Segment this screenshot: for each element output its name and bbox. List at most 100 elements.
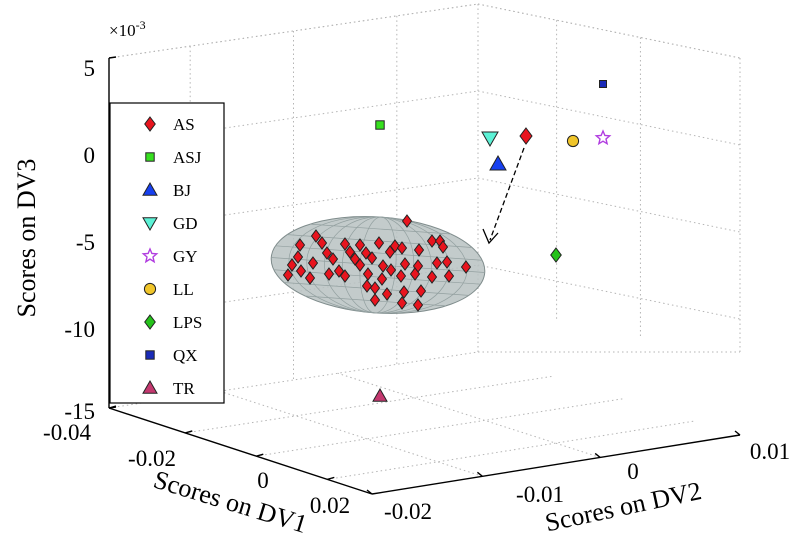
as-sample-point xyxy=(333,264,345,278)
point-asj xyxy=(375,120,385,130)
grid-floor-x-1 xyxy=(256,397,625,457)
as-sample-point xyxy=(396,241,408,255)
legend-asj-icon xyxy=(145,152,155,162)
point-bj xyxy=(489,154,507,171)
grid-z-right-0 xyxy=(477,3,741,59)
point-qx xyxy=(599,80,607,88)
point-ll xyxy=(566,134,580,148)
as-sample-point xyxy=(460,260,472,274)
grid-floor-y-1 xyxy=(337,372,601,458)
y-axis-label: Scores on DV2 xyxy=(543,476,704,537)
as-sample-point xyxy=(344,245,356,259)
legend-gd-icon xyxy=(142,217,158,232)
as-sample-point xyxy=(361,279,373,293)
as-sample-point xyxy=(323,267,335,281)
grid-z-right-3 xyxy=(477,264,741,320)
legend-tr-label: TR xyxy=(173,379,195,398)
legend-as-label: AS xyxy=(173,115,195,134)
legend-lps-icon xyxy=(144,314,156,330)
as-sample-point xyxy=(321,246,333,260)
as-sample-point xyxy=(366,251,378,265)
as-sample-point xyxy=(441,255,453,269)
x-tick-label: 0 xyxy=(257,468,269,493)
y-tick-2 xyxy=(594,452,601,458)
legend-box xyxy=(109,102,225,404)
as-sample-point xyxy=(294,238,306,252)
legend-gy-icon xyxy=(141,247,159,264)
as-sample-point xyxy=(381,287,393,301)
z-tick-label: -15 xyxy=(64,399,95,424)
as-sample-point xyxy=(401,214,413,228)
as-sample-point xyxy=(396,296,408,310)
ellipsoid-mesh-parallel xyxy=(309,223,452,235)
z-axis-label: Scores on DV3 xyxy=(12,159,41,318)
as-sample-point xyxy=(360,246,372,260)
x-tick-label: 0.02 xyxy=(310,493,350,518)
as-sample-point xyxy=(412,298,424,312)
legend-bj-label: BJ xyxy=(173,181,191,200)
as-sample-point xyxy=(282,268,294,282)
as-sample-point xyxy=(431,256,443,270)
legend: AS ASJ BJ GD GY LL LPS QX TR xyxy=(109,102,225,404)
z-tick-label: -5 xyxy=(76,230,95,255)
x-tick-label: -0.02 xyxy=(128,446,176,471)
ellipsoid-mesh-parallel xyxy=(273,269,481,285)
legend-lps-label: LPS xyxy=(173,313,202,332)
data-points xyxy=(282,80,612,402)
grid-z-left-0 xyxy=(108,3,479,59)
z-tick-label: 5 xyxy=(84,56,96,81)
legend-as-icon xyxy=(144,116,156,132)
as-sample-point xyxy=(409,267,421,281)
as-sample-point xyxy=(376,272,388,286)
as-sample-point xyxy=(354,258,366,272)
as-sample-point xyxy=(292,250,304,264)
as-sample-point xyxy=(399,257,411,271)
y-tick-1 xyxy=(476,471,483,477)
grid-top-right-edge xyxy=(477,3,741,59)
as-sample-point xyxy=(354,238,366,252)
as-sample-point xyxy=(339,237,351,251)
as-sample-point xyxy=(395,269,407,283)
as-sample-point xyxy=(426,270,438,284)
as-sample-point xyxy=(304,271,316,285)
point-gd xyxy=(481,131,499,148)
as-sample-point xyxy=(369,293,381,307)
as-sample-point xyxy=(362,267,374,281)
legend-gd-label: GD xyxy=(173,214,198,233)
as-sample-point xyxy=(373,236,385,250)
as-sample-point xyxy=(295,264,307,278)
grid-floor-x-2 xyxy=(327,420,696,480)
tick-labels: 5 0 -5 -10 -15-0.04 -0.02 0 0.02 -0.02 -0.01 0 0.01 xyxy=(43,56,790,524)
x-tick-2 xyxy=(256,453,264,457)
legend-ll-label: LL xyxy=(173,280,194,299)
z-tick-label: 0 xyxy=(84,143,96,168)
as-sample-point xyxy=(426,234,438,248)
x-tick-label: -0.04 xyxy=(43,420,91,445)
as-sample-point xyxy=(385,263,397,277)
as-sample-point xyxy=(286,258,298,272)
legend-ll-icon xyxy=(143,282,157,296)
as-sample-point xyxy=(377,259,389,273)
as-sample-point xyxy=(316,236,328,250)
y-tick-label: 0.01 xyxy=(750,439,790,464)
exponent-label: ×10-3 xyxy=(109,18,146,40)
point-as xyxy=(519,127,533,145)
y-tick-3 xyxy=(734,430,741,436)
as-sample-point xyxy=(327,252,339,266)
as-sample-point xyxy=(437,240,449,254)
grid-z-left-1 xyxy=(108,90,479,146)
as-sample-point xyxy=(384,245,396,259)
legend-qx-icon xyxy=(145,350,155,360)
y-tick-label: -0.02 xyxy=(384,499,432,524)
x-tick-1 xyxy=(185,430,193,434)
as-sample-point xyxy=(310,229,322,243)
point-tr xyxy=(372,387,388,402)
as-sample-point xyxy=(415,284,427,298)
y-tick-label: 0 xyxy=(627,459,639,484)
x-axis-label: Scores on DV1 xyxy=(150,465,310,539)
legend-qx-label: QX xyxy=(173,346,198,365)
grid-floor-x-0 xyxy=(185,375,555,434)
annotation-arrow xyxy=(482,147,525,245)
